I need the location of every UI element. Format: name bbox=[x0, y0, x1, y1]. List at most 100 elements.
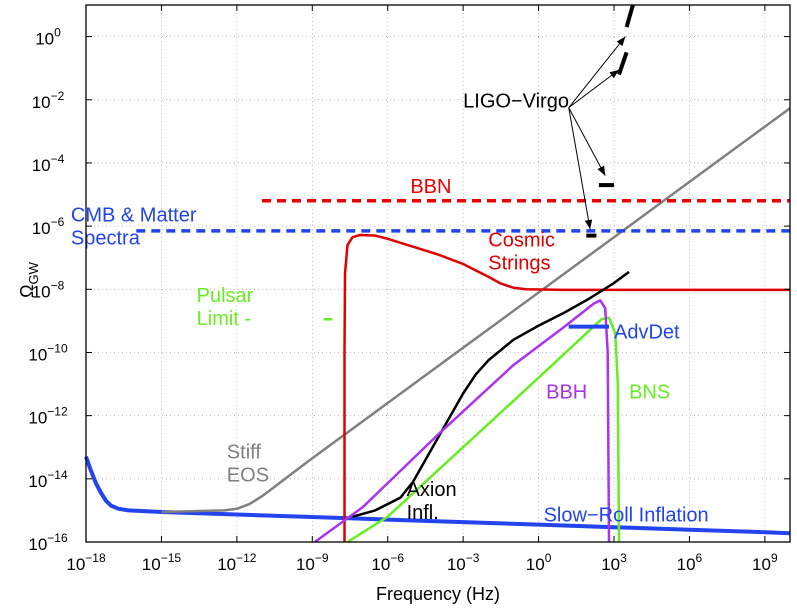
ligo-arrow-head bbox=[597, 165, 606, 176]
slow-roll-label-line: Slow−Roll Inflation bbox=[544, 504, 709, 526]
advdet-label: AdvDet bbox=[614, 321, 680, 343]
bns-line bbox=[346, 316, 621, 544]
slow-roll-inflation-line bbox=[84, 456, 791, 536]
x-tick-exponent: −3 bbox=[466, 551, 480, 565]
ligo-virgo-limit-3-line bbox=[617, 51, 629, 76]
y-tick-exponent: −16 bbox=[47, 531, 68, 545]
x-tick-label: 10−18 bbox=[66, 551, 106, 574]
stiff-eos-label: Stiff EOS bbox=[227, 441, 269, 486]
y-tick-exponent: −4 bbox=[51, 152, 65, 166]
y-tick-exponent: −14 bbox=[47, 468, 68, 482]
axion-infl-line bbox=[352, 270, 630, 518]
y-tick-label: 10−16 bbox=[28, 531, 68, 554]
y-tick-base: 10 bbox=[32, 156, 51, 175]
y-tick-base: 10 bbox=[32, 219, 51, 238]
cmb-label: CMB & Matter Spectra bbox=[71, 204, 197, 249]
grid-lines bbox=[86, 5, 790, 542]
x-tick-base: 10 bbox=[142, 555, 161, 574]
stiff-eos-label-line: EOS bbox=[227, 464, 269, 486]
x-tick-base: 10 bbox=[217, 555, 236, 574]
x-tick-label: 106 bbox=[677, 551, 703, 574]
x-tick-exponent: −15 bbox=[161, 551, 182, 565]
cmb-label-line: CMB & Matter bbox=[71, 204, 197, 226]
x-tick-exponent: 3 bbox=[620, 551, 627, 565]
pulsar-limit-label-line: Pulsar bbox=[197, 285, 254, 307]
x-tick-label: 10−12 bbox=[217, 551, 257, 574]
x-tick-base: 10 bbox=[601, 555, 620, 574]
plot-frame bbox=[85, 4, 791, 543]
advdet-label-line: AdvDet bbox=[614, 321, 680, 343]
ligo-arrow-head bbox=[584, 219, 593, 230]
axion-label-line: Axion bbox=[407, 479, 457, 501]
x-tick-label: 100 bbox=[526, 551, 552, 574]
ligo-arrow-line bbox=[568, 69, 620, 109]
x-tick-base: 10 bbox=[526, 555, 545, 574]
bbh-line bbox=[314, 299, 611, 544]
x-tick-base: 10 bbox=[371, 555, 390, 574]
y-axis-label: ΩGW bbox=[17, 261, 41, 298]
bns-label: BNS bbox=[629, 381, 670, 403]
y-tick-base: 10 bbox=[32, 93, 51, 112]
slow-roll-label: Slow−Roll Inflation bbox=[544, 504, 709, 526]
axis-ticks: 10−18 10−15 10−12 10−9 10−6 10−3 100 103 106 1091… bbox=[28, 5, 790, 574]
cosmic-strings-label: Cosmic Strings bbox=[488, 230, 555, 275]
y-tick-exponent: −10 bbox=[47, 341, 68, 355]
data-series bbox=[84, 4, 791, 544]
axion-label: Axion Infl. bbox=[407, 479, 457, 524]
x-tick-base: 10 bbox=[296, 555, 315, 574]
ligo-virgo-label-line: LIGO−Virgo bbox=[463, 91, 569, 113]
y-tick-exponent: −2 bbox=[51, 89, 65, 103]
x-tick-exponent: −6 bbox=[390, 551, 404, 565]
cosmic-strings-label-line: Strings bbox=[488, 253, 550, 275]
y-tick-base: 10 bbox=[32, 282, 51, 301]
x-tick-exponent: −12 bbox=[236, 551, 257, 565]
axion-label-line: Infl. bbox=[407, 502, 439, 524]
ligo-arrow-head bbox=[616, 36, 626, 47]
y-tick-label: 10−8 bbox=[32, 278, 65, 301]
y-axis-label-main: Ω bbox=[17, 284, 37, 297]
y-tick-base: 10 bbox=[28, 472, 47, 491]
x-tick-exponent: 0 bbox=[545, 551, 552, 565]
y-tick-label: 10−10 bbox=[28, 341, 68, 364]
x-tick-exponent: −18 bbox=[85, 551, 106, 565]
cosmic-strings-label-line: Cosmic bbox=[488, 230, 555, 252]
y-tick-exponent: −12 bbox=[47, 405, 68, 419]
x-tick-label: 10−9 bbox=[296, 551, 329, 574]
x-tick-base: 10 bbox=[66, 555, 85, 574]
stiff-eos-line bbox=[161, 107, 791, 514]
pulsar-limit-label: Pulsar Limit - bbox=[197, 285, 254, 330]
bbh-label: BBH bbox=[546, 381, 587, 403]
cmb-label-line: Spectra bbox=[71, 227, 141, 249]
y-tick-label: 10−2 bbox=[32, 89, 65, 112]
x-tick-label: 103 bbox=[601, 551, 627, 574]
x-tick-exponent: −9 bbox=[315, 551, 329, 565]
stiff-eos-label-line: Stiff bbox=[227, 441, 262, 463]
x-tick-label: 10−3 bbox=[447, 551, 480, 574]
bns-label-line: BNS bbox=[629, 381, 670, 403]
x-tick-base: 10 bbox=[677, 555, 696, 574]
x-tick-exponent: 9 bbox=[771, 551, 778, 565]
y-tick-label: 10−4 bbox=[32, 152, 65, 175]
ligo-arrow-head bbox=[609, 69, 620, 79]
y-tick-base: 10 bbox=[28, 345, 47, 364]
y-tick-base: 10 bbox=[28, 409, 47, 428]
x-tick-label: 10−6 bbox=[371, 551, 404, 574]
y-tick-exponent: −8 bbox=[51, 278, 65, 292]
x-tick-label: 109 bbox=[752, 551, 778, 574]
cosmic-strings-line bbox=[343, 233, 790, 542]
y-tick-label: 10−12 bbox=[28, 405, 68, 428]
bbn-label-line: BBN bbox=[410, 176, 451, 198]
x-tick-base: 10 bbox=[752, 555, 771, 574]
ligo-virgo-limit-4-line bbox=[624, 4, 635, 28]
y-tick-exponent: −6 bbox=[51, 215, 65, 229]
x-axis-label: Frequency (Hz) bbox=[376, 584, 500, 604]
y-tick-label: 100 bbox=[35, 26, 61, 49]
ligo-virgo-arrows bbox=[568, 36, 626, 230]
pulsar-limit-label-line: Limit - bbox=[197, 308, 251, 330]
ligo-arrow-line bbox=[568, 107, 591, 230]
x-tick-base: 10 bbox=[447, 555, 466, 574]
y-tick-label: 10−14 bbox=[28, 468, 68, 491]
ligo-arrow-line bbox=[568, 107, 606, 176]
